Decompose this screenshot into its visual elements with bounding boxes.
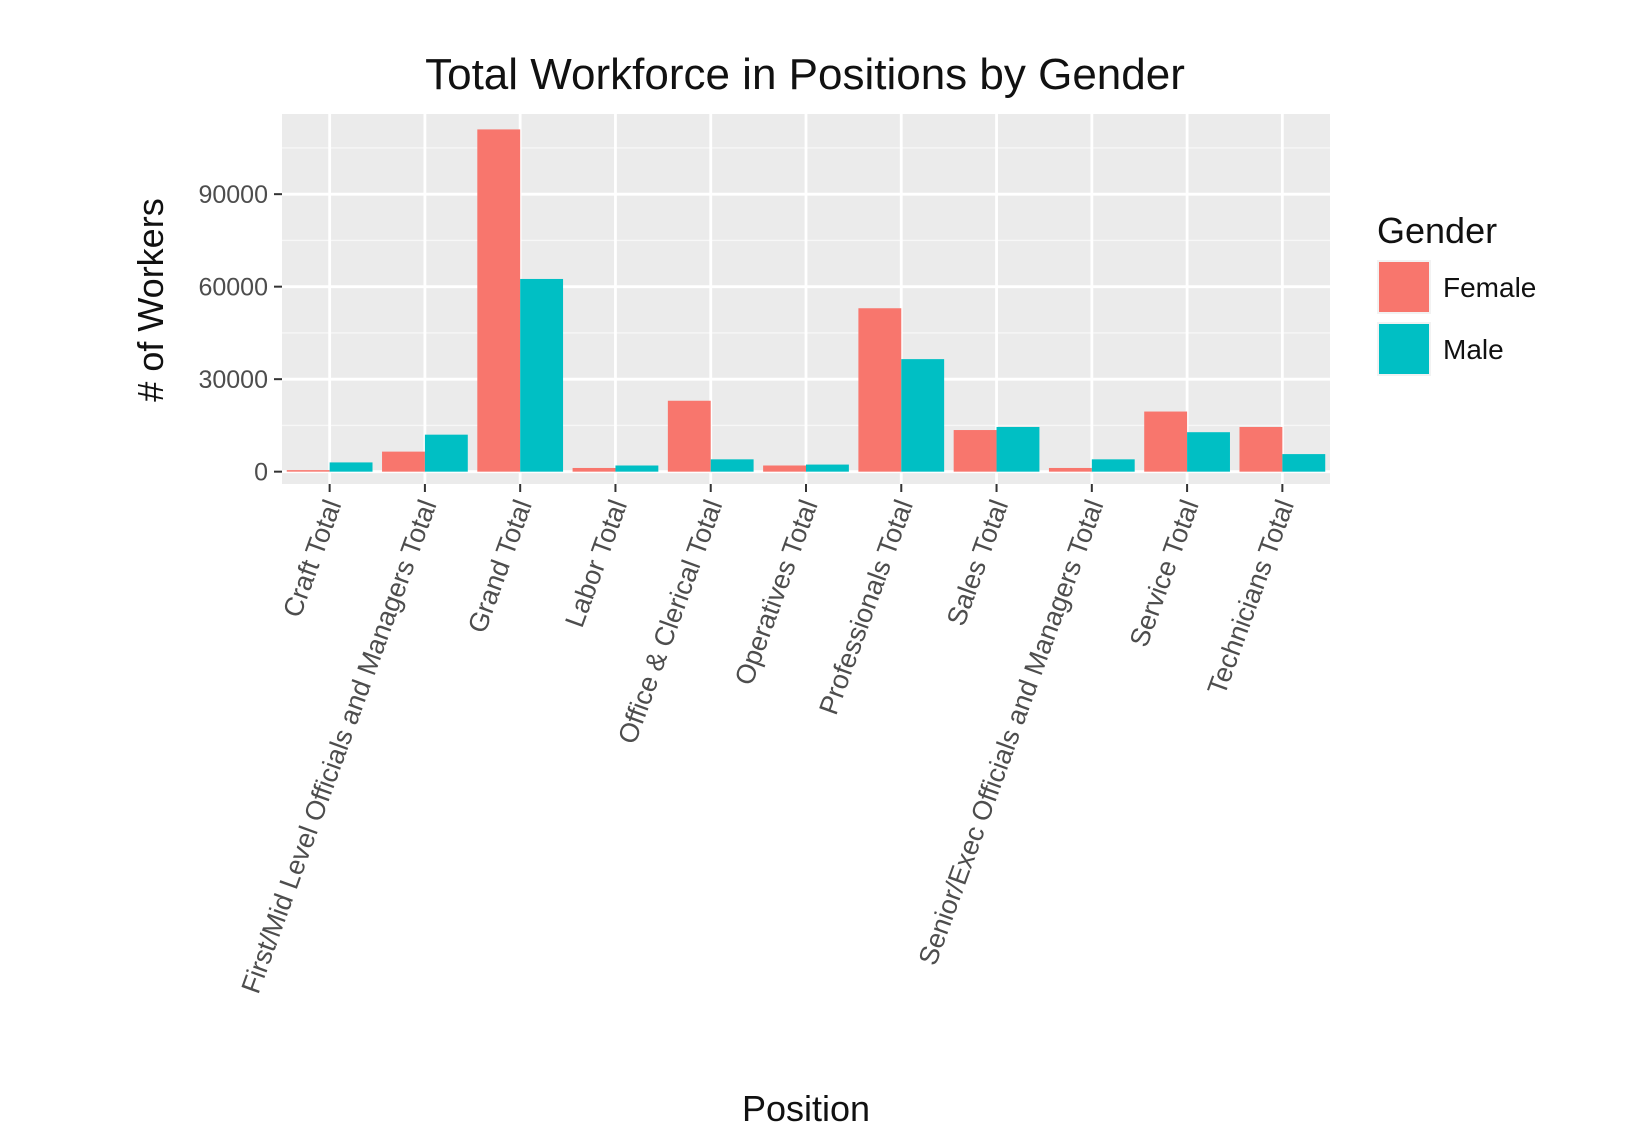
bar-female-2 [477, 129, 521, 472]
bar-female-1 [382, 451, 425, 472]
bar-female-0 [286, 470, 330, 472]
x-axis-title: Position [742, 1088, 870, 1129]
x-tick-label-3: Labor Total [559, 496, 633, 631]
bar-female-9 [1144, 411, 1188, 472]
x-tick-label-2: Grand Total [462, 496, 538, 637]
x-tick-label-1: First/Mid Level Officials and Managers T… [236, 496, 443, 997]
bar-female-4 [667, 400, 711, 472]
bar-male-5 [806, 464, 849, 472]
bar-female-8 [1048, 467, 1092, 472]
x-tick-label-8: Senior/Exec Officials and Managers Total [913, 496, 1110, 969]
x-tick-label-6: Professionals Total [813, 496, 919, 719]
x-tick-label-7: Sales Total [941, 496, 1014, 630]
legend-swatch-female [1379, 262, 1429, 312]
bar-male-10 [1282, 454, 1326, 472]
x-tick-label-10: Technicians Total [1202, 496, 1300, 699]
bar-male-0 [329, 462, 373, 472]
x-tick-label-0: Craft Total [277, 496, 347, 621]
bar-male-2 [520, 278, 564, 472]
bar-male-6 [901, 359, 945, 472]
x-tick-label-5: Operatives Total [729, 496, 824, 689]
bar-female-5 [763, 465, 806, 472]
bar-female-7 [953, 430, 997, 472]
chart-title: Total Workforce in Positions by Gender [425, 50, 1185, 99]
y-axis: 0 30000 60000 90000 [198, 181, 282, 487]
legend-items: Female Male [1377, 260, 1536, 376]
legend-swatch-male [1379, 324, 1429, 374]
legend: Gender Female Male [1377, 210, 1536, 376]
y-axis-title: # of Workers [130, 198, 171, 401]
y-tick-label-3: 90000 [198, 181, 268, 209]
bar-female-10 [1239, 426, 1283, 472]
y-tick-label-0: 0 [254, 459, 268, 487]
legend-title: Gender [1377, 210, 1497, 251]
bar-male-7 [996, 426, 1040, 472]
x-tick-label-4: Office & Clerical Total [612, 496, 728, 748]
bar-male-3 [615, 465, 659, 472]
legend-label-male: Male [1443, 334, 1504, 365]
bar-male-8 [1091, 459, 1135, 472]
bar-female-3 [572, 467, 616, 472]
y-tick-label-2: 60000 [198, 274, 268, 302]
bars [286, 129, 1326, 472]
y-tick-label-1: 30000 [198, 366, 268, 394]
x-tick-label-9: Service Total [1124, 496, 1205, 651]
bar-female-6 [858, 308, 902, 472]
bar-male-1 [424, 434, 468, 472]
bar-male-9 [1187, 432, 1230, 472]
legend-label-female: Female [1443, 272, 1536, 303]
bar-male-4 [710, 459, 754, 472]
